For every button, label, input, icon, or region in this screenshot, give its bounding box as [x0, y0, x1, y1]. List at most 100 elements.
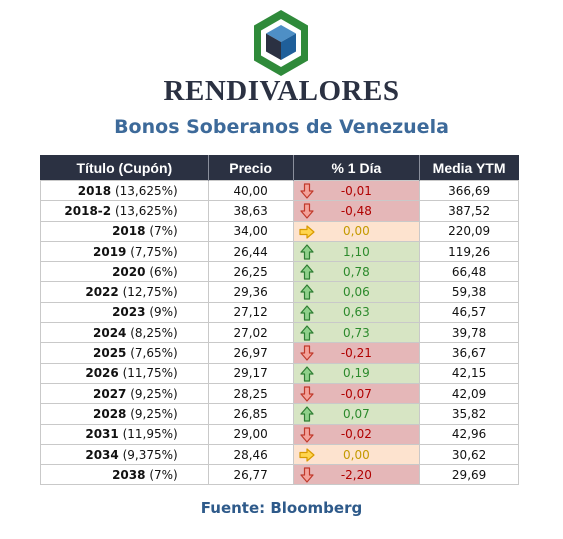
bond-ytm: 39,78 — [419, 322, 519, 344]
bond-coupon: (7,75%) — [130, 244, 178, 259]
bond-coupon: (9,25%) — [130, 386, 178, 401]
bond-price: 29,17 — [207, 362, 294, 384]
bond-title-cell: 2022 (12,75%) — [40, 281, 209, 303]
arrow-down-icon — [299, 203, 315, 219]
bond-year: 2034 — [85, 447, 119, 462]
bond-year: 2022 — [85, 285, 119, 300]
bond-ytm: 220,09 — [419, 220, 519, 242]
bond-price: 28,46 — [207, 443, 294, 466]
bond-change-value: 0,78 — [343, 264, 370, 279]
bond-year: 2028 — [93, 406, 127, 421]
bond-coupon: (7%) — [149, 467, 178, 482]
table-row: 2018-2 (13,625%) 38,63 -0,48 387,52 — [40, 200, 519, 222]
bond-ytm: 119,26 — [419, 240, 519, 263]
bond-change-cell: -2,20 — [292, 464, 421, 486]
bond-change-value: 0,07 — [343, 406, 370, 421]
bond-change-cell: 0,00 — [292, 220, 421, 242]
table-row: 2031 (11,95%) 29,00 -0,02 42,96 — [40, 423, 519, 445]
bond-ytm: 46,57 — [419, 301, 519, 324]
bond-coupon: (11,75%) — [122, 366, 178, 381]
bond-change-value: 0,00 — [343, 224, 370, 239]
bond-change-cell: 0,19 — [292, 362, 421, 384]
table-row: 2034 (9,375%) 28,46 0,00 30,62 — [40, 443, 519, 466]
bond-title-cell: 2028 (9,25%) — [40, 403, 209, 425]
bond-year: 2023 — [112, 305, 146, 320]
table-header-row: Título (Cupón) Precio % 1 Día Media YTM — [40, 155, 519, 181]
arrow-up-icon — [299, 325, 315, 341]
bond-year: 2024 — [93, 325, 127, 340]
bond-title-cell: 2023 (9%) — [40, 301, 209, 324]
arrow-up-icon — [299, 244, 315, 260]
bond-change-value: 0,19 — [343, 366, 370, 381]
bond-change-cell: 0,78 — [292, 261, 421, 283]
bond-change-cell: -0,02 — [292, 423, 421, 445]
bond-change-cell: -0,07 — [292, 382, 421, 405]
bond-ytm: 29,69 — [419, 464, 519, 486]
bond-title-cell: 2019 (7,75%) — [40, 240, 209, 263]
bond-year: 2019 — [93, 244, 127, 259]
bond-change-cell: -0,48 — [292, 200, 421, 222]
arrow-right-icon — [298, 224, 315, 240]
bond-change-value: -0,02 — [340, 427, 372, 442]
bond-year: 2027 — [93, 386, 127, 401]
bond-change-cell: 0,00 — [292, 443, 421, 466]
bond-title-cell: 2018-2 (13,625%) — [40, 200, 209, 222]
bond-ytm: 366,69 — [419, 179, 519, 202]
bond-price: 29,00 — [207, 423, 294, 445]
arrow-up-icon — [299, 305, 315, 321]
bond-change-cell: -0,01 — [292, 179, 421, 202]
bond-year: 2018 — [112, 224, 146, 239]
bond-change-value: -0,07 — [340, 386, 372, 401]
header-price: Precio — [207, 155, 294, 181]
bond-ytm: 30,62 — [419, 443, 519, 466]
source-note: Fuente: Bloomberg — [200, 499, 363, 517]
bond-year: 2018 — [77, 183, 112, 198]
bond-price: 34,00 — [207, 220, 294, 242]
bond-year: 2026 — [85, 366, 119, 381]
table-row: 2022 (12,75%) 29,36 0,06 59,38 — [40, 281, 519, 303]
table-row: 2020 (6%) 26,25 0,78 66,48 — [40, 261, 519, 283]
bond-title-cell: 2018 (7%) — [40, 220, 209, 242]
bond-title-cell: 2034 (9,375%) — [40, 443, 209, 466]
table-row: 2025 (7,65%) 26,97 -0,21 36,67 — [40, 342, 519, 364]
bond-price: 29,36 — [207, 281, 294, 303]
bond-year: 2031 — [85, 427, 119, 442]
bond-price: 40,00 — [207, 179, 294, 202]
bond-ytm: 36,67 — [419, 342, 519, 364]
arrow-up-icon — [299, 284, 315, 301]
table-row: 2019 (7,75%) 26,44 1,10 119,26 — [40, 240, 519, 263]
bond-price: 27,02 — [207, 322, 294, 344]
bond-year: 2020 — [112, 264, 146, 279]
table-row: 2024 (8,25%) 27,02 0,73 39,78 — [40, 322, 519, 344]
bond-title-cell: 2031 (11,95%) — [40, 423, 209, 445]
bond-title-cell: 2038 (7%) — [40, 464, 209, 486]
bond-year: 2038 — [112, 467, 146, 482]
arrow-down-icon — [299, 183, 315, 199]
bond-coupon: (13,625%) — [114, 203, 178, 218]
bond-ytm: 59,38 — [419, 281, 519, 303]
bonds-table: Título (Cupón) Precio % 1 Día Media YTM … — [40, 155, 519, 486]
bond-title-cell: 2024 (8,25%) — [40, 322, 209, 344]
bond-title-cell: 2026 (11,75%) — [40, 362, 209, 384]
bond-ytm: 42,15 — [419, 362, 519, 384]
bond-price: 28,25 — [207, 382, 294, 405]
table-row: 2023 (9%) 27,12 0,63 46,57 — [40, 301, 519, 324]
bond-price: 26,77 — [207, 464, 294, 486]
bond-title-cell: 2027 (9,25%) — [40, 382, 209, 405]
bond-coupon: (7%) — [149, 224, 178, 239]
bond-ytm: 387,52 — [419, 200, 519, 222]
bond-coupon: (11,95%) — [122, 427, 178, 442]
bond-change-value: -2,20 — [340, 467, 372, 482]
bond-year: 2018-2 — [64, 203, 112, 218]
bond-ytm: 42,09 — [419, 382, 519, 405]
arrow-down-icon — [299, 386, 315, 402]
bond-change-value: -0,21 — [340, 346, 372, 361]
arrow-down-icon — [299, 345, 315, 361]
table-row: 2026 (11,75%) 29,17 0,19 42,15 — [40, 362, 519, 384]
arrow-up-icon — [299, 264, 315, 280]
bond-title-cell: 2018 (13,625%) — [40, 179, 209, 202]
rendivalores-logo — [254, 10, 308, 76]
arrow-right-icon — [298, 447, 315, 463]
bond-price: 26,97 — [207, 342, 294, 364]
bond-coupon: (9,25%) — [130, 406, 178, 421]
